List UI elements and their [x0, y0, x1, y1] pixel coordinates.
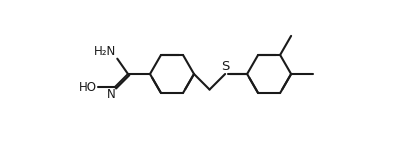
Text: HO: HO [79, 81, 97, 94]
Text: S: S [221, 60, 229, 73]
Text: H₂N: H₂N [94, 45, 116, 58]
Text: N: N [107, 88, 115, 101]
